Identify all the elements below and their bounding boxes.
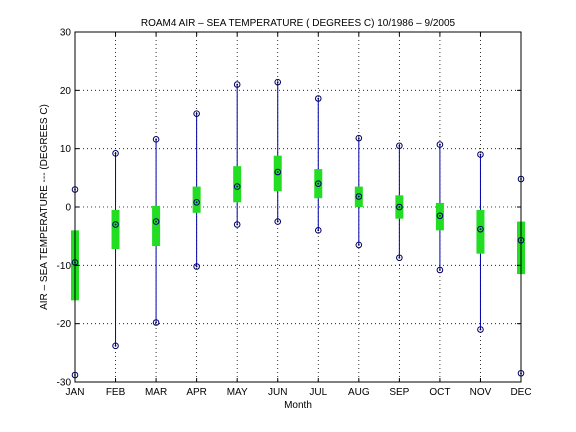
- max-marker-dot: [114, 152, 117, 155]
- box-jul: [314, 95, 323, 234]
- max-marker-dot: [479, 153, 482, 156]
- max-marker: [112, 150, 119, 157]
- max-marker: [152, 136, 160, 143]
- min-marker-dot: [357, 244, 360, 246]
- axis-ticks: -30 -20 -10 0 10 20 30 JAN FEB MAR APR MAY JUN JUL AUG…: [57, 28, 532, 399]
- min-marker: [152, 319, 160, 326]
- y-axis-title: AIR – SEA TEMPERATURE --- (DEGREES C): [39, 104, 50, 310]
- min-marker-dot: [276, 220, 279, 223]
- y-tick-label: 30: [60, 28, 72, 39]
- max-marker-dot: [317, 97, 320, 100]
- x-tick-label: OCT: [429, 387, 450, 398]
- x-tick-label: NOV: [470, 387, 492, 398]
- max-marker-dot: [236, 83, 239, 86]
- x-tick-label: MAR: [145, 387, 167, 398]
- max-marker-dot: [398, 144, 401, 147]
- y-tick-label: -20: [57, 319, 72, 330]
- median-marker-dot: [114, 223, 117, 226]
- max-marker: [436, 141, 444, 148]
- min-marker-dot: [155, 321, 157, 324]
- box-oct: [435, 141, 444, 274]
- median-marker: [233, 183, 241, 190]
- min-marker: [396, 254, 403, 262]
- y-tick-label: 20: [60, 86, 72, 97]
- min-marker: [436, 266, 444, 274]
- min-marker-dot: [195, 265, 198, 268]
- box-sep: [395, 142, 404, 262]
- box-nov: [476, 151, 485, 333]
- chart-title: ROAM4 AIR – SEA TEMPERATURE ( DEGREES C)…: [141, 18, 456, 29]
- min-marker: [314, 227, 322, 234]
- max-marker-dot: [276, 81, 279, 84]
- median-marker: [396, 203, 403, 211]
- min-marker-dot: [439, 269, 441, 271]
- max-marker: [193, 110, 200, 117]
- y-tick-label: -10: [57, 261, 72, 272]
- max-marker-dot: [439, 143, 441, 146]
- min-marker: [477, 326, 484, 333]
- min-marker-dot: [479, 328, 482, 331]
- median-marker: [274, 168, 282, 176]
- min-marker-dot: [398, 256, 401, 259]
- max-marker: [396, 142, 403, 150]
- median-marker-dot: [155, 220, 157, 223]
- box-jun: [273, 78, 282, 225]
- min-marker: [193, 263, 200, 270]
- iqr-box: [111, 209, 120, 249]
- y-tick-label: 0: [65, 203, 71, 214]
- median-marker-dot: [236, 185, 239, 188]
- x-tick-label: JUL: [309, 387, 327, 398]
- x-tick-label: APR: [186, 387, 207, 398]
- median-marker: [193, 199, 200, 206]
- x-tick-label: AUG: [348, 387, 370, 398]
- max-marker-dot: [195, 112, 198, 115]
- min-marker: [355, 241, 363, 249]
- x-axis-title: Month: [284, 400, 312, 411]
- median-marker-dot: [195, 201, 198, 204]
- box-apr: [192, 110, 201, 270]
- median-marker: [477, 225, 484, 233]
- min-marker: [112, 342, 119, 350]
- median-marker: [355, 193, 363, 200]
- median-marker: [112, 221, 119, 228]
- x-tick-label: SEP: [389, 387, 409, 398]
- box-feb: [111, 150, 120, 350]
- box-may: [233, 81, 242, 228]
- x-tick-label: JUN: [268, 387, 287, 398]
- y-tick-label: -30: [57, 378, 72, 389]
- box-mar: [152, 136, 161, 326]
- max-marker: [274, 78, 282, 86]
- median-marker-dot: [317, 182, 320, 185]
- min-marker-dot: [317, 229, 320, 232]
- max-marker: [233, 81, 241, 88]
- x-tick-label: JAN: [66, 387, 85, 398]
- median-marker-dot: [276, 171, 279, 173]
- y-tick-label: 10: [60, 144, 72, 155]
- max-marker: [314, 95, 322, 102]
- median-marker: [314, 180, 322, 187]
- max-marker: [477, 151, 484, 158]
- min-marker-dot: [114, 344, 117, 347]
- iqr-box: [152, 205, 161, 247]
- median-marker: [436, 212, 444, 220]
- min-marker: [274, 218, 282, 225]
- median-marker-dot: [479, 228, 482, 231]
- iqr-box: [273, 155, 282, 192]
- median-marker-dot: [357, 195, 360, 198]
- median-marker: [152, 218, 160, 225]
- x-tick-label: DEC: [510, 387, 531, 398]
- x-tick-label: MAY: [227, 387, 248, 398]
- min-marker-dot: [236, 223, 239, 226]
- max-marker-dot: [155, 138, 157, 141]
- median-marker-dot: [439, 214, 441, 217]
- box-aug: [354, 134, 363, 249]
- x-tick-label: FEB: [106, 387, 126, 398]
- median-marker-dot: [398, 206, 401, 208]
- max-marker-dot: [357, 137, 360, 140]
- max-marker: [355, 134, 363, 142]
- min-marker: [233, 221, 241, 228]
